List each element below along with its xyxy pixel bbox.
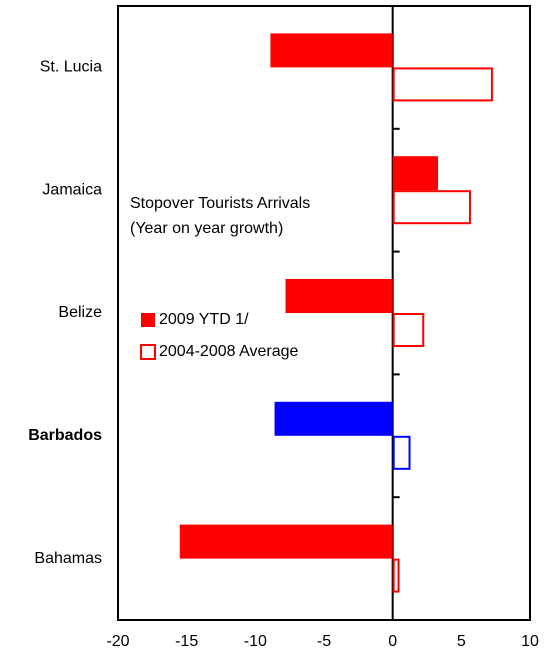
bar (392, 313, 425, 347)
legend-swatch (141, 313, 155, 327)
legend-label: 2004-2008 Average (159, 343, 298, 360)
bar (392, 435, 411, 470)
legend-swatch (140, 344, 156, 360)
bar (274, 401, 393, 436)
annotation: (Year on year growth) (130, 220, 283, 237)
x-tick-label: -5 (317, 633, 331, 650)
x-tick-label: 5 (457, 633, 466, 650)
bar (179, 524, 393, 559)
y-tick-label: Barbados (28, 427, 102, 444)
x-tick-label: 0 (388, 633, 397, 650)
x-tick-label: -15 (175, 633, 198, 650)
y-tick-label: Bahamas (34, 550, 102, 567)
bar (285, 279, 393, 313)
bar (392, 558, 400, 593)
x-tick-label: -10 (244, 633, 267, 650)
bar (392, 67, 493, 102)
bar (270, 33, 393, 68)
y-tick-label: St. Lucia (40, 59, 102, 76)
bar (392, 190, 471, 225)
y-tick-label: Belize (58, 304, 102, 321)
annotation: Stopover Tourists Arrivals (130, 195, 310, 212)
legend-label: 2009 YTD 1/ (159, 311, 249, 328)
bar (392, 156, 438, 191)
x-tick-label: 10 (521, 633, 539, 650)
y-tick-label: Jamaica (42, 181, 102, 198)
x-tick-label: -20 (106, 633, 129, 650)
plot-frame (117, 5, 531, 621)
